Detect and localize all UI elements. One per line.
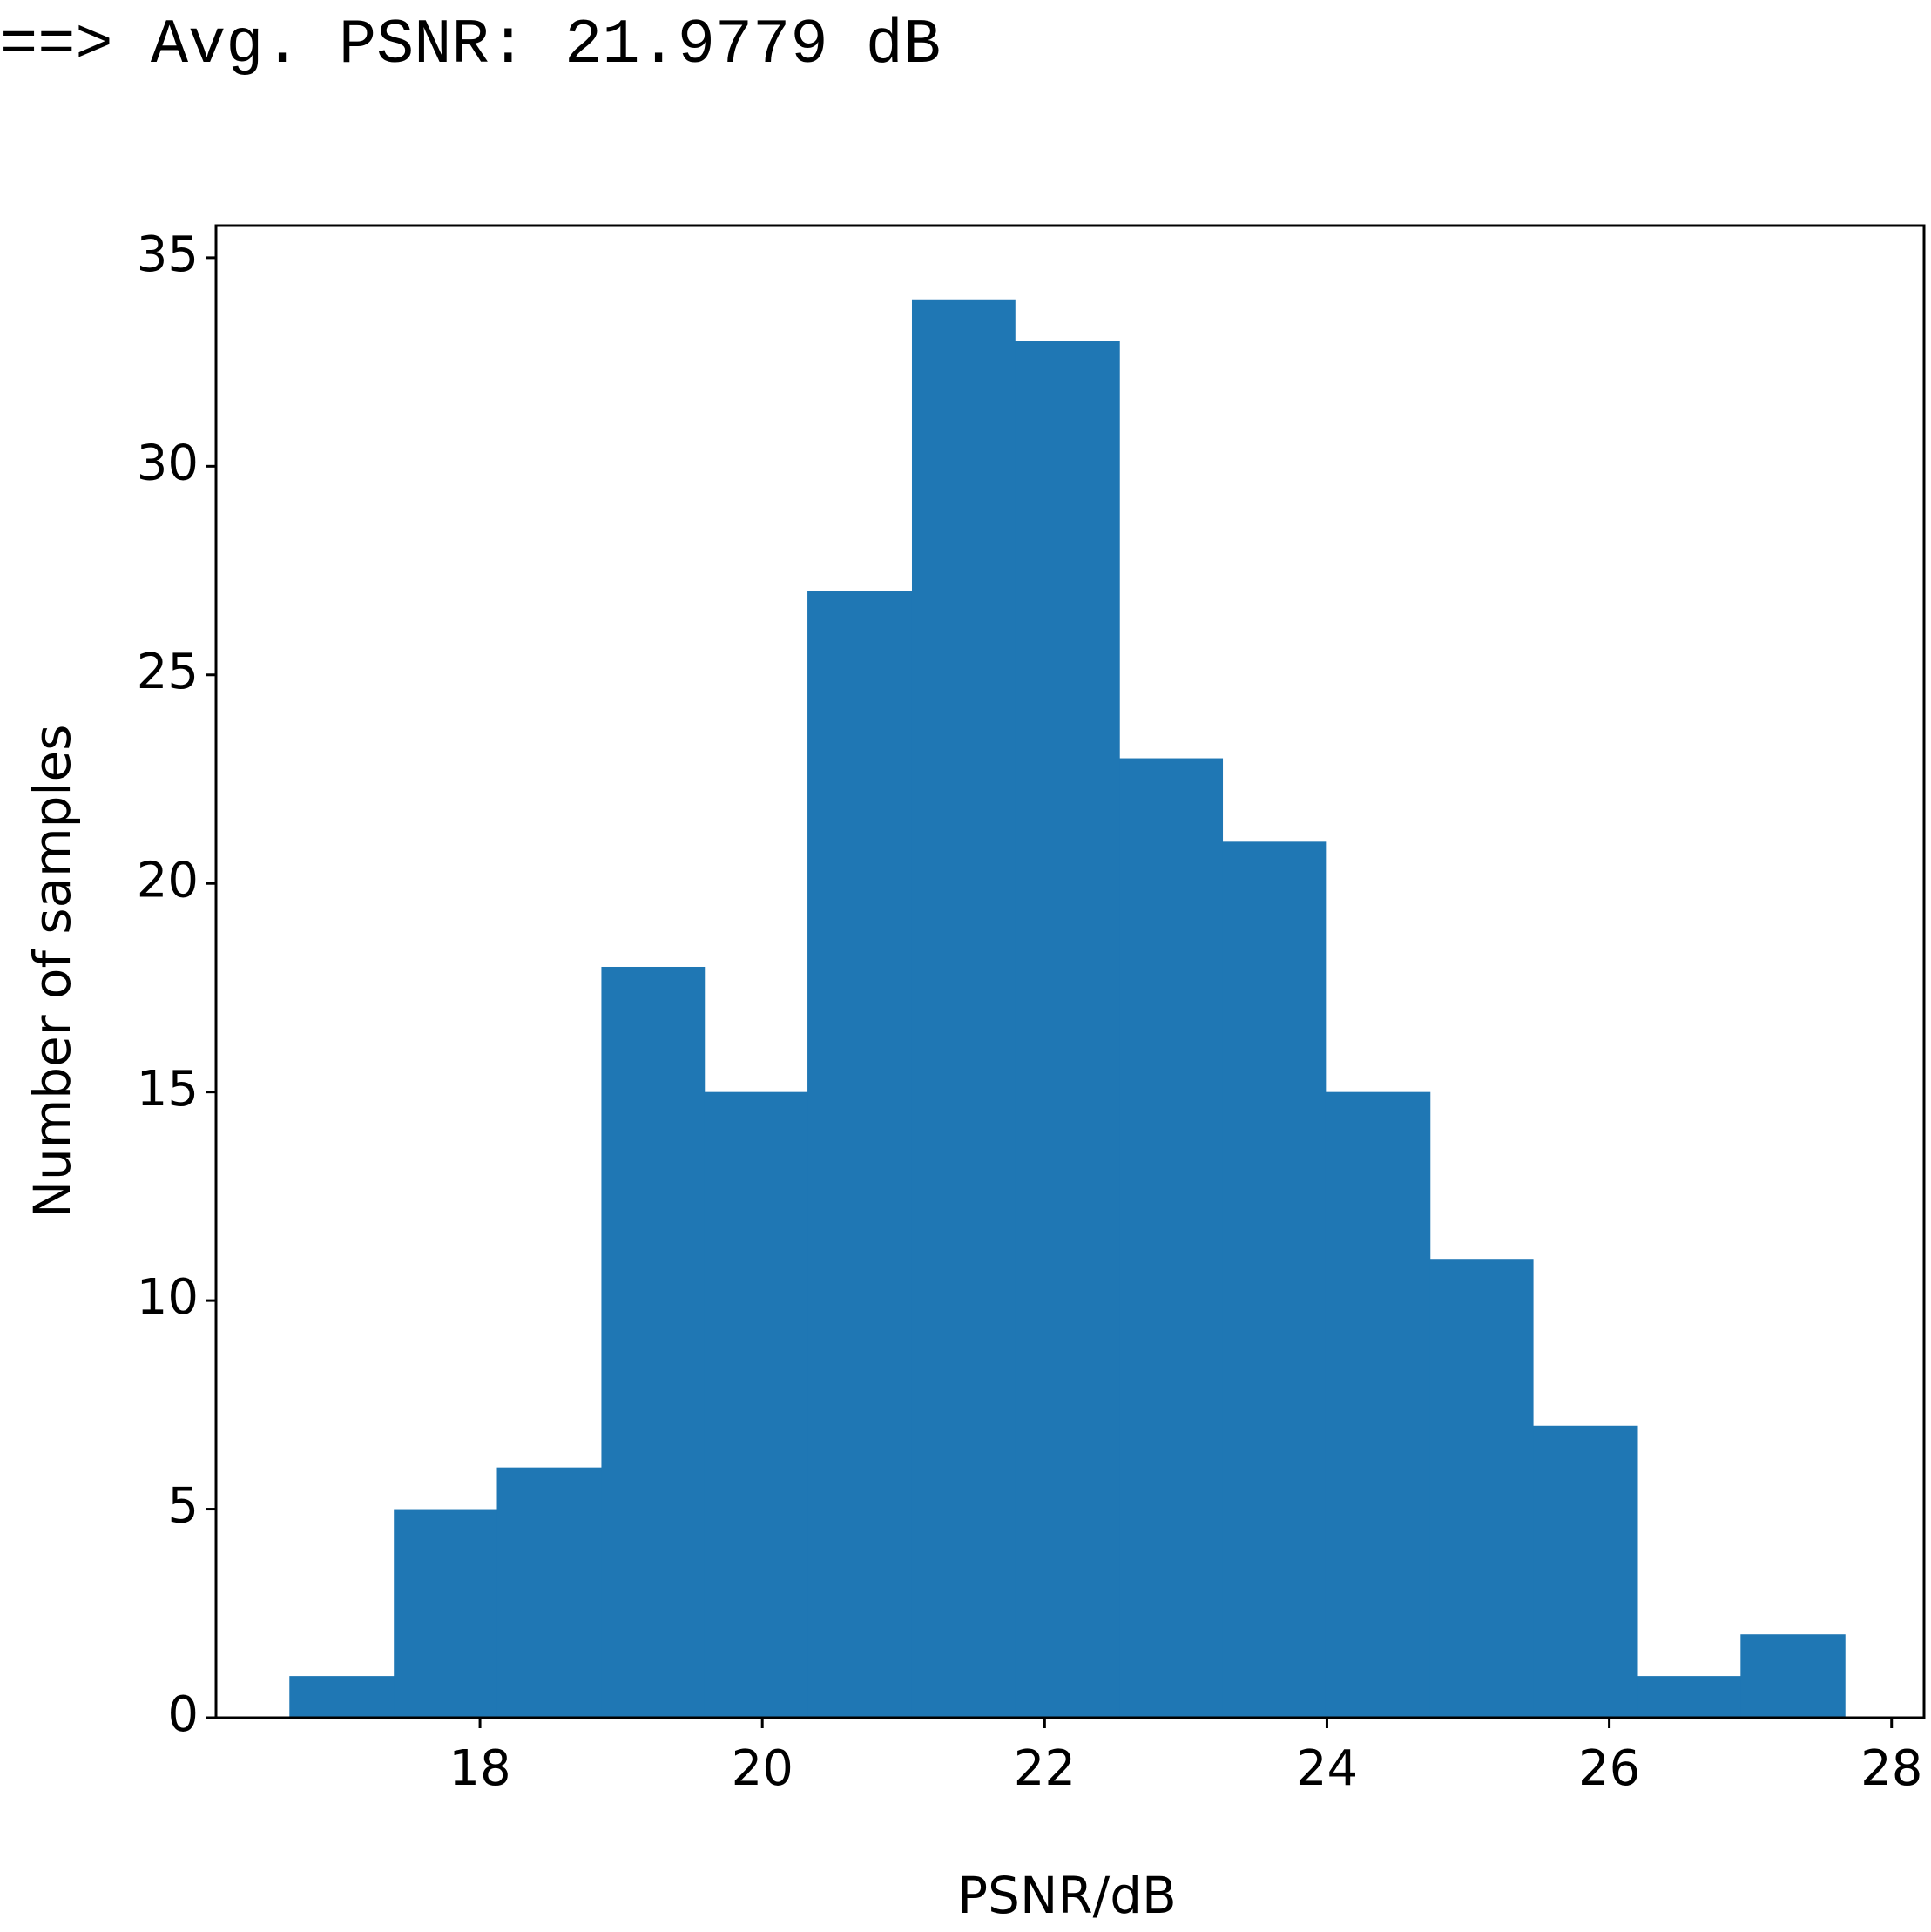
bar xyxy=(704,1091,808,1718)
bar xyxy=(1533,1425,1638,1718)
plot-frame xyxy=(214,224,1926,1719)
bar xyxy=(807,591,913,1719)
y-tick-label: 10 xyxy=(137,1269,199,1326)
bar xyxy=(289,1676,395,1718)
bar xyxy=(1325,1091,1431,1718)
bar xyxy=(601,966,706,1718)
x-tick-label: 18 xyxy=(449,1740,510,1797)
bar xyxy=(1119,758,1224,1718)
x-tick-label: 24 xyxy=(1296,1740,1358,1797)
y-tick-label: 35 xyxy=(137,226,199,283)
bar xyxy=(394,1509,498,1718)
y-tick-label: 20 xyxy=(137,852,199,909)
y-tick-label: 5 xyxy=(167,1478,199,1535)
bar xyxy=(1429,1259,1534,1718)
x-tick-label: 28 xyxy=(1860,1740,1922,1797)
bar xyxy=(1015,341,1120,1719)
x-axis-label: PSNR/dB xyxy=(957,1866,1177,1925)
y-tick-label: 0 xyxy=(167,1686,199,1743)
x-tick-label: 26 xyxy=(1578,1740,1640,1797)
bar xyxy=(1740,1634,1846,1718)
y-axis-label: Number of samples xyxy=(23,725,82,1219)
bar xyxy=(1222,841,1327,1718)
y-tick-label: 25 xyxy=(137,644,199,700)
header-text: ==> Avg. PSNR: 21.9779 dB xyxy=(0,10,941,81)
bar xyxy=(1637,1676,1741,1718)
y-tick-label: 30 xyxy=(137,435,199,491)
bar xyxy=(911,299,1016,1718)
bar xyxy=(496,1467,602,1718)
x-tick-label: 22 xyxy=(1014,1740,1076,1797)
x-tick-label: 20 xyxy=(732,1740,793,1797)
y-tick-label: 15 xyxy=(137,1061,199,1118)
